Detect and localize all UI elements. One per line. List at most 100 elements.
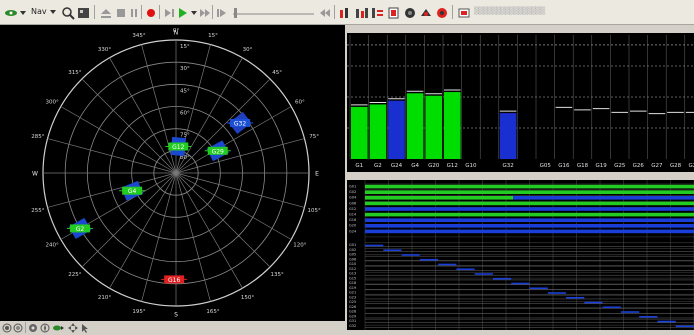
record-button[interactable] — [143, 4, 157, 19]
satellite-marker[interactable]: G32 — [227, 111, 254, 135]
azimuth-spoke — [109, 57, 177, 174]
signal-bar — [444, 92, 461, 159]
globe-button[interactable] — [402, 4, 416, 19]
fast-forward-button[interactable] — [198, 4, 210, 19]
link-icon[interactable] — [52, 323, 66, 333]
report-button[interactable] — [386, 4, 400, 19]
azimuth-spoke — [175, 172, 271, 268]
azimuth-label: 75° — [309, 134, 319, 140]
azimuth-spoke — [141, 172, 177, 302]
eject-button[interactable] — [98, 4, 112, 19]
track-bar — [365, 201, 694, 206]
azimuth-label: 315° — [68, 70, 81, 76]
azimuth-label: 300° — [46, 100, 59, 106]
satellite-tick-label: G24 — [391, 163, 403, 169]
rewind-button[interactable] — [318, 4, 330, 19]
satellite-tick-label: G20 — [428, 163, 440, 169]
signal-bar — [499, 113, 517, 159]
sky-plot: N E S W 0° 15° 30° 45° 60° 75° 105° 120° 135° 150° 165… — [31, 28, 321, 319]
sky-view-panel: N E S W 0° 15° 30° 45° 60° 75° 105° 120° 135° 150° 165… — [0, 25, 345, 321]
satellite-marker[interactable]: G16 — [161, 275, 188, 284]
track-step-label: G28 — [349, 310, 356, 314]
compass-label-w: W — [32, 171, 38, 178]
track-segment — [383, 249, 402, 252]
azimuth-spoke — [47, 138, 177, 174]
pause-icon — [131, 9, 137, 17]
target-button[interactable] — [434, 4, 448, 19]
move-icon[interactable] — [68, 323, 78, 333]
track-row-label: G04 — [349, 196, 357, 200]
satellite-tick-label: G19 — [595, 163, 607, 169]
signal-bars-button[interactable] — [338, 4, 352, 19]
track-bar — [365, 184, 694, 189]
track-segment — [492, 277, 512, 280]
satellite-filter-icon[interactable] — [28, 323, 38, 333]
status-bar — [0, 321, 345, 335]
satellite-marker[interactable]: G29 — [204, 140, 231, 162]
satellite-label: G29 — [212, 148, 224, 155]
fast-forward-icon — [200, 9, 210, 17]
bar-chart-icon — [340, 8, 348, 18]
track-step-label: G13 — [349, 272, 356, 276]
satellite-marker[interactable]: G4 — [119, 180, 146, 201]
track-bar — [365, 224, 694, 228]
pause-button[interactable] — [128, 4, 138, 19]
azimuth-spoke — [175, 78, 271, 174]
compass-icon[interactable] — [40, 323, 50, 333]
step-forward-icon — [165, 9, 174, 17]
slider-thumb[interactable] — [234, 8, 237, 18]
view-dropdown-button[interactable] — [2, 4, 26, 19]
satellite-label: G32 — [234, 120, 246, 127]
satellite-marker[interactable]: G12 — [165, 136, 192, 157]
azimuth-spoke — [175, 172, 243, 289]
azimuth-spoke — [60, 106, 177, 174]
chevron-down-icon — [191, 11, 197, 15]
play-button[interactable] — [176, 4, 188, 19]
track-step-label: G25 — [349, 300, 356, 304]
zoom-button[interactable] — [60, 4, 75, 20]
mode-select[interactable]: Nav — [28, 4, 56, 19]
azimuth-label: 240° — [46, 243, 59, 249]
azimuth-label: 345° — [132, 33, 145, 39]
elevation-label: 15° — [180, 44, 190, 50]
eye-icon — [5, 10, 26, 16]
track-segment — [419, 258, 439, 261]
play-dropdown[interactable] — [189, 4, 197, 19]
settings-button[interactable] — [76, 4, 90, 19]
azimuth-spoke — [81, 172, 177, 268]
track-step-label: G19 — [349, 286, 356, 290]
satellite-tick-label: G29 — [688, 163, 694, 169]
satellite-tick-label: G12 — [447, 163, 458, 169]
map-button[interactable] — [418, 4, 432, 19]
elevation-label: 45° — [180, 88, 190, 94]
step-forward-button[interactable] — [162, 4, 174, 19]
playback-slider[interactable] — [230, 4, 315, 19]
azimuth-label: 285° — [31, 134, 44, 140]
satellite-marker[interactable]: G2 — [67, 217, 94, 239]
track-row-label: G01 — [349, 185, 356, 189]
signal-strength-chart: G1 G2 G24 G4 G20 G12 G10 G32 G05 G16 G18 G19 G25 G26 G… — [347, 35, 694, 169]
chevron-down-icon — [50, 10, 56, 14]
track-step-label: G31 — [349, 319, 356, 323]
compass-label-e: E — [315, 171, 319, 178]
elevation-label: 30° — [180, 66, 190, 72]
azimuth-label: 150° — [241, 295, 254, 301]
track-bar — [365, 190, 694, 194]
stop-button[interactable] — [113, 4, 127, 19]
track-segment — [620, 311, 640, 313]
track-segment — [602, 306, 621, 309]
azimuth-spoke — [175, 172, 211, 302]
record-icon — [147, 9, 155, 17]
track-bar — [365, 212, 694, 217]
tracking-view-button[interactable] — [370, 4, 384, 19]
azimuth-label: 0° — [173, 28, 179, 34]
sky-view-button[interactable] — [354, 4, 368, 19]
pointer-icon[interactable] — [80, 323, 90, 333]
elevation-label: 60° — [180, 111, 190, 117]
azimuth-label: 15° — [208, 33, 218, 39]
device-button[interactable] — [456, 4, 470, 19]
track-bar — [513, 196, 694, 200]
satellite-label: G2 — [76, 226, 85, 233]
skip-end-button[interactable] — [215, 4, 227, 19]
track-segment — [401, 254, 420, 256]
